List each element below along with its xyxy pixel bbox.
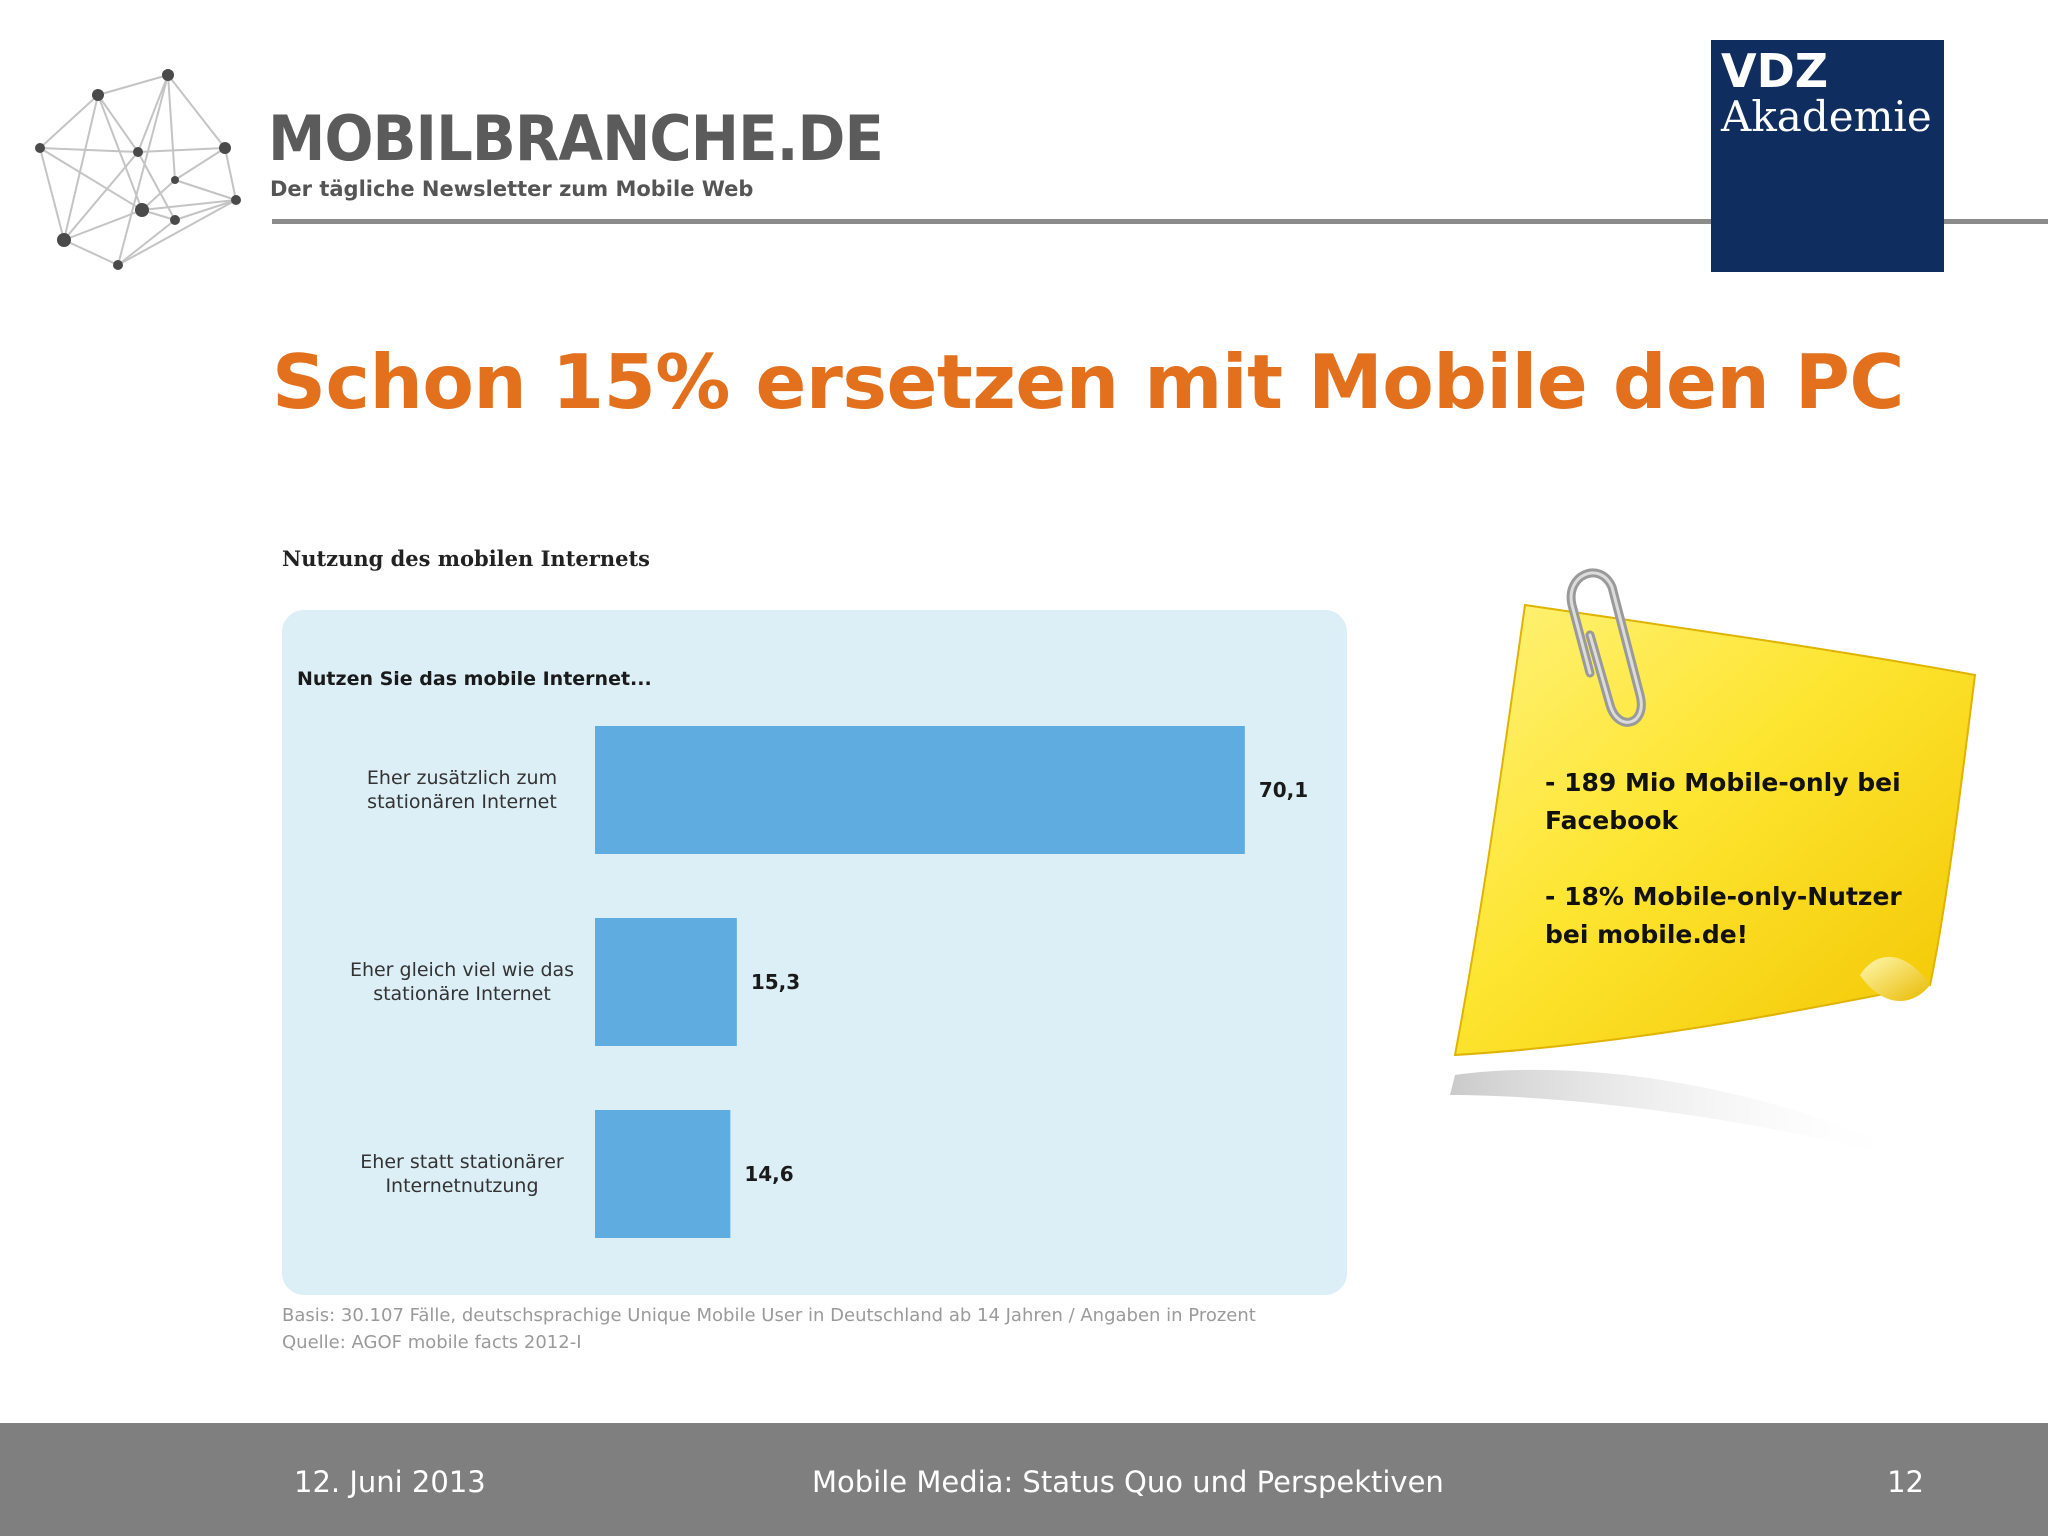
partner-logo-line1: VDZ <box>1721 44 1829 98</box>
sticky-note-text: - 189 Mio Mobile-only bei Facebook - 18%… <box>1545 764 1905 954</box>
bar-1 <box>595 918 737 1046</box>
note-line: - 189 Mio Mobile-only bei <box>1545 768 1901 797</box>
chart-panel <box>282 610 1347 1295</box>
brand-tagline: Der tägliche Newsletter zum Mobile Web <box>270 177 754 201</box>
footer-date: 12. Juni 2013 <box>294 1465 486 1499</box>
note-line: Facebook <box>1545 806 1679 835</box>
partner-logo: VDZ Akademie <box>1711 40 1944 272</box>
bar-0 <box>595 726 1245 854</box>
bar-2 <box>595 1110 731 1238</box>
chart-source-note: Basis: 30.107 Fälle, deutschsprachige Un… <box>282 1302 1256 1356</box>
network-logo-icon <box>35 69 241 270</box>
header-divider <box>272 219 2048 224</box>
slide-title: Schon 15% ersetzen mit Mobile den PC <box>272 338 1904 426</box>
chart-note-source: Quelle: AGOF mobile facts 2012-I <box>282 1332 582 1353</box>
chart-subtitle: Nutzen Sie das mobile Internet... <box>297 668 652 690</box>
chart-title: Nutzung des mobilen Internets <box>282 546 650 571</box>
bar-chart: 70,1 Eher zusätzlich zum stationären Inter… <box>350 726 1308 1238</box>
footer-page-number: 12 <box>1887 1465 1924 1499</box>
footer-bar: 12. Juni 2013 Mobile Media: Status Quo u… <box>0 1423 2048 1536</box>
note-line: bei mobile.de! <box>1545 920 1749 949</box>
category-label-0: Eher zusätzlich zum stationären Internet <box>367 767 557 813</box>
chart-note-basis: Basis: 30.107 Fälle, deutschsprachige Un… <box>282 1305 1256 1326</box>
brand-name: MOBILBRANCHE.DE <box>268 102 884 175</box>
partner-logo-line2: Akademie <box>1721 92 1932 141</box>
category-label-1: Eher gleich viel wie das stationäre Inter… <box>350 959 574 1005</box>
sticky-note-graphic <box>1450 568 1977 1155</box>
category-label-2: Eher statt stationärer Internetnutzung <box>360 1151 564 1197</box>
value-label-1: 15,3 <box>751 970 800 994</box>
note-line: - 18% Mobile-only-Nutzer <box>1545 882 1902 911</box>
value-label-0: 70,1 <box>1259 778 1308 802</box>
value-label-2: 14,6 <box>744 1162 793 1186</box>
note-spacer <box>1545 840 1905 878</box>
footer-presentation-title: Mobile Media: Status Quo und Perspektive… <box>812 1465 1444 1499</box>
